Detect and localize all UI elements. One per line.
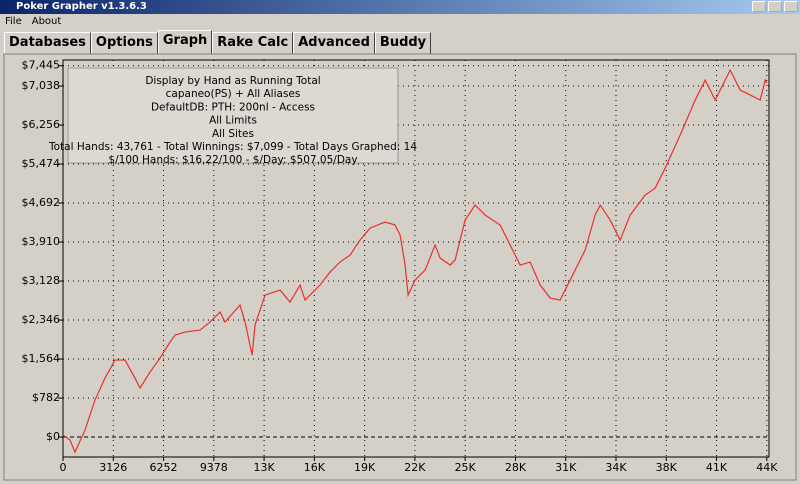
info-text: Display by Hand as Running Total (145, 75, 320, 87)
x-tick-label: 19K (354, 461, 376, 474)
title-bar: Poker Grapher v1.3.6.3 (0, 0, 800, 14)
maximize-button[interactable] (768, 1, 782, 12)
info-text: capaneo(PS) + All Aliases (166, 88, 301, 100)
y-tick-label: $3,910 (22, 235, 61, 248)
info-text: All Sites (212, 128, 254, 140)
x-tick-label: 31K (555, 461, 577, 474)
window-controls (752, 1, 798, 12)
x-tick-label: 13K (253, 461, 275, 474)
y-tick-label: $4,692 (22, 196, 61, 209)
x-tick-label: 0 (60, 461, 67, 474)
menu-item[interactable]: About (31, 16, 62, 27)
info-text: Total Hands: 43,761 - Total Winnings: $7… (48, 141, 417, 153)
y-tick-label: $5,474 (22, 157, 61, 170)
y-tick-label: $6,256 (22, 118, 61, 131)
x-tick-label: 28K (505, 461, 527, 474)
y-tick-label: $3,128 (22, 274, 61, 287)
info-text: $/100 Hands: $16.22/100 - $/Day: $507.05… (108, 154, 357, 166)
tab[interactable]: Buddy (374, 32, 432, 54)
x-tick-label: 38K (656, 461, 678, 474)
tab[interactable]: Options (90, 32, 158, 54)
running-total-line (62, 68, 768, 454)
tab[interactable]: Advanced (293, 32, 375, 54)
x-tick-label: 16K (304, 461, 326, 474)
y-tick-label: $782 (32, 391, 60, 404)
x-tick-label: 44K (756, 461, 778, 474)
tab[interactable]: Graph (157, 30, 213, 54)
close-button[interactable] (784, 1, 798, 12)
x-tick-label: 41K (706, 461, 728, 474)
tab-strip: Databases Options Graph Rake Calc Advanced Bu… (4, 30, 432, 54)
y-tick-label: $0 (46, 430, 60, 443)
y-tick-label: $1,564 (22, 352, 61, 365)
x-tick-label: 22K (404, 461, 426, 474)
y-tick-label: $7,445 (22, 59, 61, 72)
window-title: Poker Grapher v1.3.6.3 (16, 1, 147, 12)
x-tick-label: 25K (455, 461, 477, 474)
minimize-button[interactable] (752, 1, 766, 12)
info-box (67, 67, 399, 164)
tab[interactable]: Rake Calc (212, 32, 294, 54)
x-tick-label: 6252 (150, 461, 178, 474)
x-tick-label: 34K (605, 461, 627, 474)
y-tick-label: $2,346 (22, 313, 61, 326)
menu-bar: File About (0, 14, 66, 30)
x-tick-label: 9378 (200, 461, 228, 474)
x-tick-label: 3126 (99, 461, 127, 474)
menu-item[interactable]: File (5, 16, 22, 27)
tab[interactable]: Databases (4, 32, 91, 54)
info-text: All Limits (209, 115, 257, 127)
info-text: DefaultDB: PTH: 200nl - Access (151, 101, 315, 113)
y-tick-label: $7,038 (22, 79, 61, 92)
